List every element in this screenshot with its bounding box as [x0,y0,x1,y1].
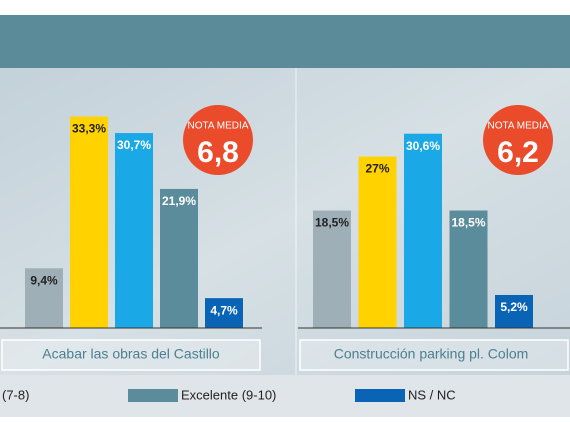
legend-bg [0,375,570,417]
value-label: 18,5% [315,216,349,230]
bar [495,294,533,328]
average-badge [183,105,253,175]
value-label: 27% [365,162,389,176]
title-box [1,339,261,371]
value-label: 30,6% [406,139,440,153]
bar [115,133,153,328]
value-label: 21,9% [162,194,196,208]
bar [205,298,243,328]
bar [404,133,442,328]
bar [160,188,198,328]
chart-title: Acabar las obras del Castillo [42,346,220,362]
bar [313,210,351,328]
legend-label: NS / NC [408,387,456,402]
bar [25,268,63,328]
title-box [299,339,569,371]
average-value: 6,2 [497,136,539,169]
legend-label: (7-8) [2,387,29,402]
legend-swatch [128,389,178,402]
chart-title: Construcción parking pl. Colom [334,346,529,362]
average-badge [483,105,553,175]
value-label: 5,2% [500,300,528,314]
value-label: 4,7% [210,303,238,317]
value-label: 18,5% [451,216,485,230]
bar [70,116,108,328]
value-label: 30,7% [117,138,151,152]
legend-label: Excelente (9-10) [181,387,276,402]
bar [449,210,488,328]
header-band [0,15,570,68]
average-value: 6,8 [197,136,239,169]
value-label: 33,3% [72,122,106,136]
value-label: 9,4% [30,273,58,287]
bar [358,156,397,328]
average-label: NOTA MEDIA [488,121,549,132]
average-label: NOTA MEDIA [188,121,249,132]
legend-swatch [355,389,405,402]
